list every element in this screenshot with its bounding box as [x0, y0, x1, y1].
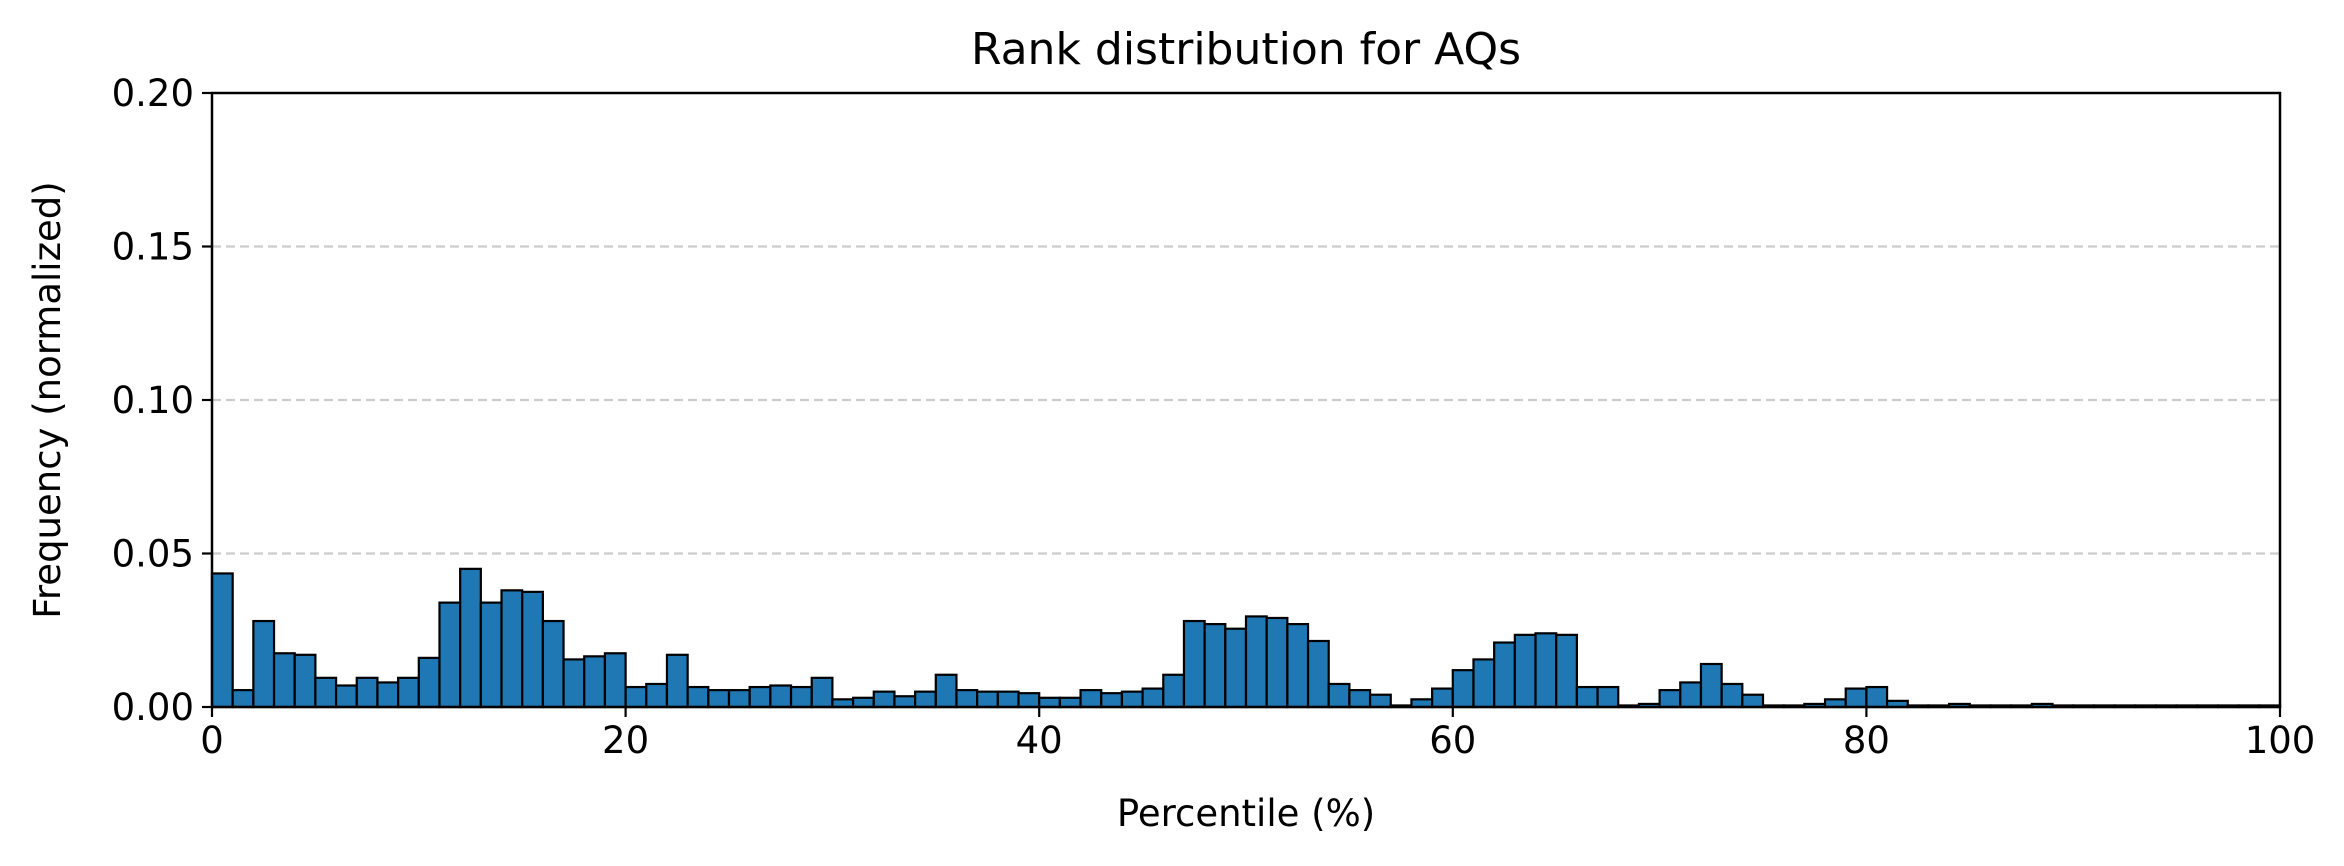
x-tick-label: 80: [1843, 719, 1890, 762]
histogram-bar: [893, 695, 917, 709]
histogram-bar: [872, 690, 896, 709]
histogram-bar: [1182, 619, 1206, 709]
histogram-bar: [686, 685, 710, 709]
x-tick-label: 40: [1016, 719, 1063, 762]
histogram-bar: [1865, 685, 1889, 709]
histogram-bar: [996, 690, 1020, 709]
histogram-bar: [272, 652, 296, 709]
x-tick-label: 0: [200, 719, 224, 762]
histogram-bar: [1368, 693, 1392, 709]
histogram-bar: [500, 589, 524, 709]
histogram-bar: [1224, 627, 1248, 709]
histogram-bar: [1555, 633, 1578, 709]
histogram-bar: [1079, 689, 1103, 709]
histogram-bar: [1679, 681, 1703, 709]
histogram-bar: [1100, 692, 1124, 709]
histogram-bar: [1058, 696, 1082, 709]
histogram-bar: [914, 690, 937, 709]
histogram-bar: [976, 690, 999, 709]
y-axis-label: Frequency (normalized): [26, 181, 69, 618]
histogram-bar: [1451, 669, 1475, 709]
histogram-bar: [934, 673, 958, 709]
histogram-bar: [293, 653, 317, 709]
histogram-bar: [1741, 693, 1765, 709]
histogram-bar: [521, 590, 544, 709]
histogram-bar: [355, 676, 379, 709]
histogram-bar: [1286, 623, 1310, 709]
histogram-bar: [1472, 658, 1496, 709]
histogram-bar: [1038, 696, 1061, 709]
histogram-bar: [252, 619, 276, 709]
histogram-bar: [955, 689, 979, 709]
histogram-bar: [1017, 692, 1041, 709]
histogram-bar: [231, 689, 255, 709]
histogram-bar: [417, 656, 441, 709]
y-tick-label: 0.05: [112, 533, 194, 576]
histogram-bar: [334, 684, 358, 709]
histogram-bar: [1513, 633, 1537, 709]
histogram-bar: [1348, 689, 1372, 709]
histogram-bar: [376, 681, 400, 709]
histogram-bar: [459, 567, 482, 709]
histogram-bar: [1327, 682, 1351, 709]
histogram-bar: [1575, 685, 1599, 709]
histogram-bar: [1534, 632, 1558, 709]
x-axis-label: Percentile (%): [1117, 792, 1375, 835]
histogram-bar: [1844, 687, 1868, 709]
histogram-bar: [1431, 687, 1454, 709]
x-tick-label: 20: [602, 719, 649, 762]
y-tick-label: 0.15: [112, 226, 194, 269]
histogram-bar: [748, 685, 772, 709]
axis-ticks: 0 20 40 60 80 100 0.00 0.05 0.10 0.15 0.20: [112, 72, 2316, 762]
histogram-bar: [1265, 616, 1289, 709]
histogram-bar: [314, 676, 338, 709]
histogram-bar: [665, 653, 689, 709]
y-tick-label: 0.20: [112, 72, 194, 115]
histogram-bar: [1720, 682, 1744, 709]
histogram-bar: [624, 685, 648, 709]
histogram-bar: [645, 682, 669, 709]
histogram-bar: [1162, 673, 1186, 709]
histogram-bar: [541, 619, 565, 709]
histogram-bar: [1141, 687, 1165, 709]
histogram-bar: [1699, 662, 1723, 709]
histogram-bar: [1658, 689, 1682, 709]
histogram-bar: [562, 658, 586, 709]
histogram-bar: [707, 689, 731, 709]
histogram-bar: [810, 676, 834, 709]
histogram-bar: [789, 685, 813, 709]
histogram-bar: [1306, 639, 1330, 709]
histogram-bar: [1203, 623, 1227, 709]
grid-lines: [212, 245, 2280, 555]
histogram-bar: [851, 696, 875, 709]
histogram-bar: [603, 652, 627, 709]
histogram-bar: [769, 684, 793, 709]
histogram-bar: [1493, 641, 1516, 709]
histogram-bar: [583, 655, 607, 709]
histogram-bar: [1596, 685, 1620, 709]
histogram-bar: [1120, 690, 1144, 709]
y-tick-label: 0.00: [112, 686, 194, 729]
x-tick-label: 100: [2245, 719, 2316, 762]
histogram-bar: [1244, 615, 1268, 709]
histogram-bar: [397, 676, 420, 709]
histogram-bar: [210, 572, 234, 709]
x-tick-label: 60: [1429, 719, 1476, 762]
y-tick-label: 0.10: [112, 379, 194, 422]
chart-title: Rank distribution for AQs: [971, 24, 1521, 75]
histogram-bar: [438, 601, 462, 709]
histogram-bar: [479, 601, 503, 709]
histogram-bar: [727, 689, 751, 709]
